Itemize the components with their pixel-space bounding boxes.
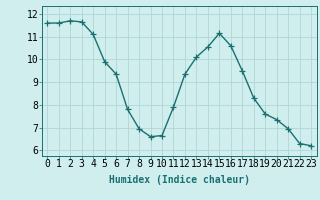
X-axis label: Humidex (Indice chaleur): Humidex (Indice chaleur) [109,175,250,185]
